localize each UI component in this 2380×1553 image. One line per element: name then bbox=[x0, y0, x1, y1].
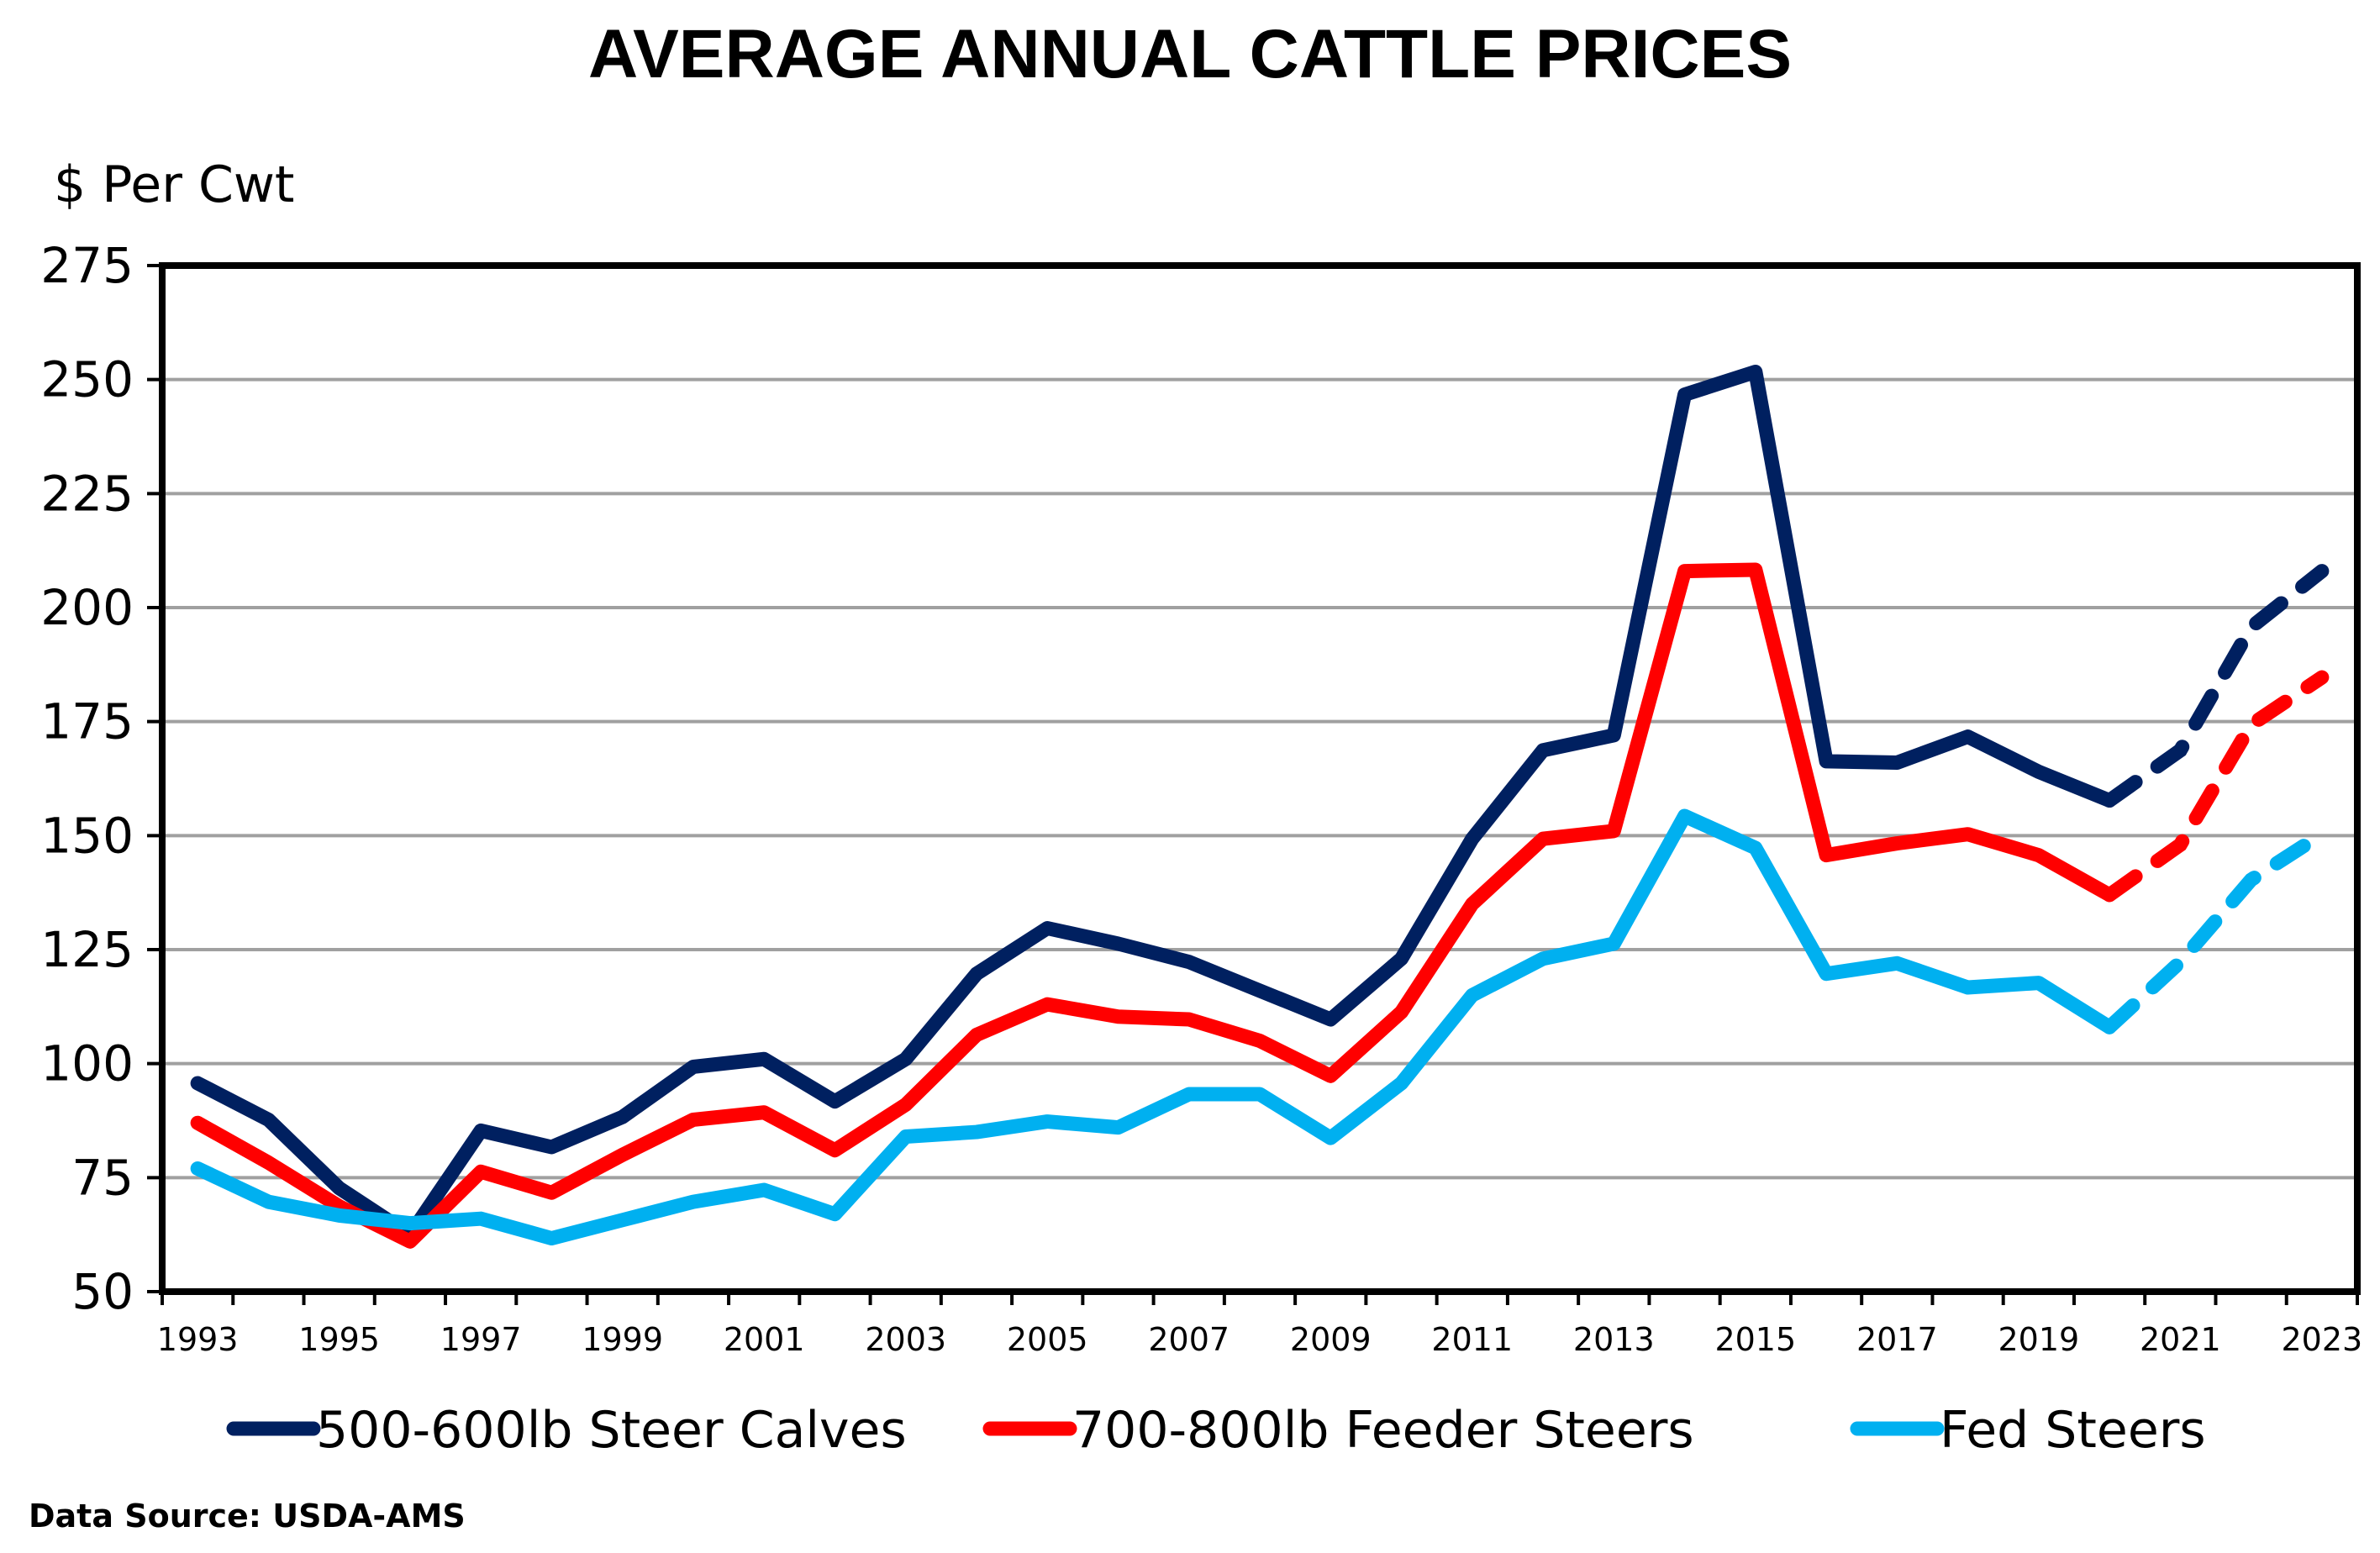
x-tick-label: 2009 bbox=[1290, 1321, 1372, 1358]
y-tick-label: 175 bbox=[40, 693, 134, 750]
y-tick-label: 125 bbox=[40, 921, 134, 978]
x-tick-label: 2015 bbox=[1714, 1321, 1796, 1358]
series-line-2 bbox=[190, 808, 2117, 1246]
x-tick-label: 2013 bbox=[1573, 1321, 1655, 1358]
x-tick-label: 2005 bbox=[1007, 1321, 1088, 1358]
x-tick-label: 2021 bbox=[2140, 1321, 2221, 1358]
data-source-note: Data Source: USDA-AMS bbox=[29, 1498, 466, 1535]
x-tick-label: 1993 bbox=[157, 1321, 239, 1358]
x-tick-label: 2001 bbox=[724, 1321, 805, 1358]
y-tick-label: 150 bbox=[40, 807, 134, 864]
x-tick-label: 1999 bbox=[582, 1321, 663, 1358]
y-tick-label: 75 bbox=[71, 1149, 134, 1206]
y-tick-label: 250 bbox=[40, 351, 134, 408]
y-axis-label: $ Per Cwt bbox=[54, 155, 295, 214]
legend-label: 500-600lb Steer Calves bbox=[316, 1401, 907, 1460]
legend-label: Fed Steers bbox=[1940, 1401, 2206, 1460]
y-tick-label: 275 bbox=[40, 237, 134, 294]
chart-title: AVERAGE ANNUAL CATTLE PRICES bbox=[587, 16, 1793, 92]
y-tick-label: 200 bbox=[40, 579, 134, 636]
plot-frame bbox=[159, 262, 2361, 1295]
series-line-0 bbox=[190, 364, 2117, 1242]
y-tick-label: 50 bbox=[71, 1263, 134, 1320]
x-tick-label: 2019 bbox=[1998, 1321, 2079, 1358]
x-tick-label: 2011 bbox=[1431, 1321, 1513, 1358]
y-tick-label: 225 bbox=[40, 465, 134, 522]
legend-label: 700-800lb Feeder Steers bbox=[1072, 1401, 1694, 1460]
series-forecast-line-2 bbox=[2102, 827, 2330, 1034]
x-tick-label: 1997 bbox=[440, 1321, 522, 1358]
y-tick-label: 100 bbox=[40, 1035, 134, 1092]
x-tick-label: 1995 bbox=[298, 1321, 380, 1358]
x-tick-label: 2017 bbox=[1856, 1321, 1938, 1358]
x-tick-label: 2023 bbox=[2282, 1321, 2363, 1358]
series-forecast-line-0 bbox=[2102, 564, 2330, 808]
series-forecast-line-1 bbox=[2102, 670, 2330, 903]
x-tick-label: 2007 bbox=[1148, 1321, 1229, 1358]
x-tick-label: 2003 bbox=[865, 1321, 946, 1358]
series-line-1 bbox=[190, 562, 2117, 1249]
